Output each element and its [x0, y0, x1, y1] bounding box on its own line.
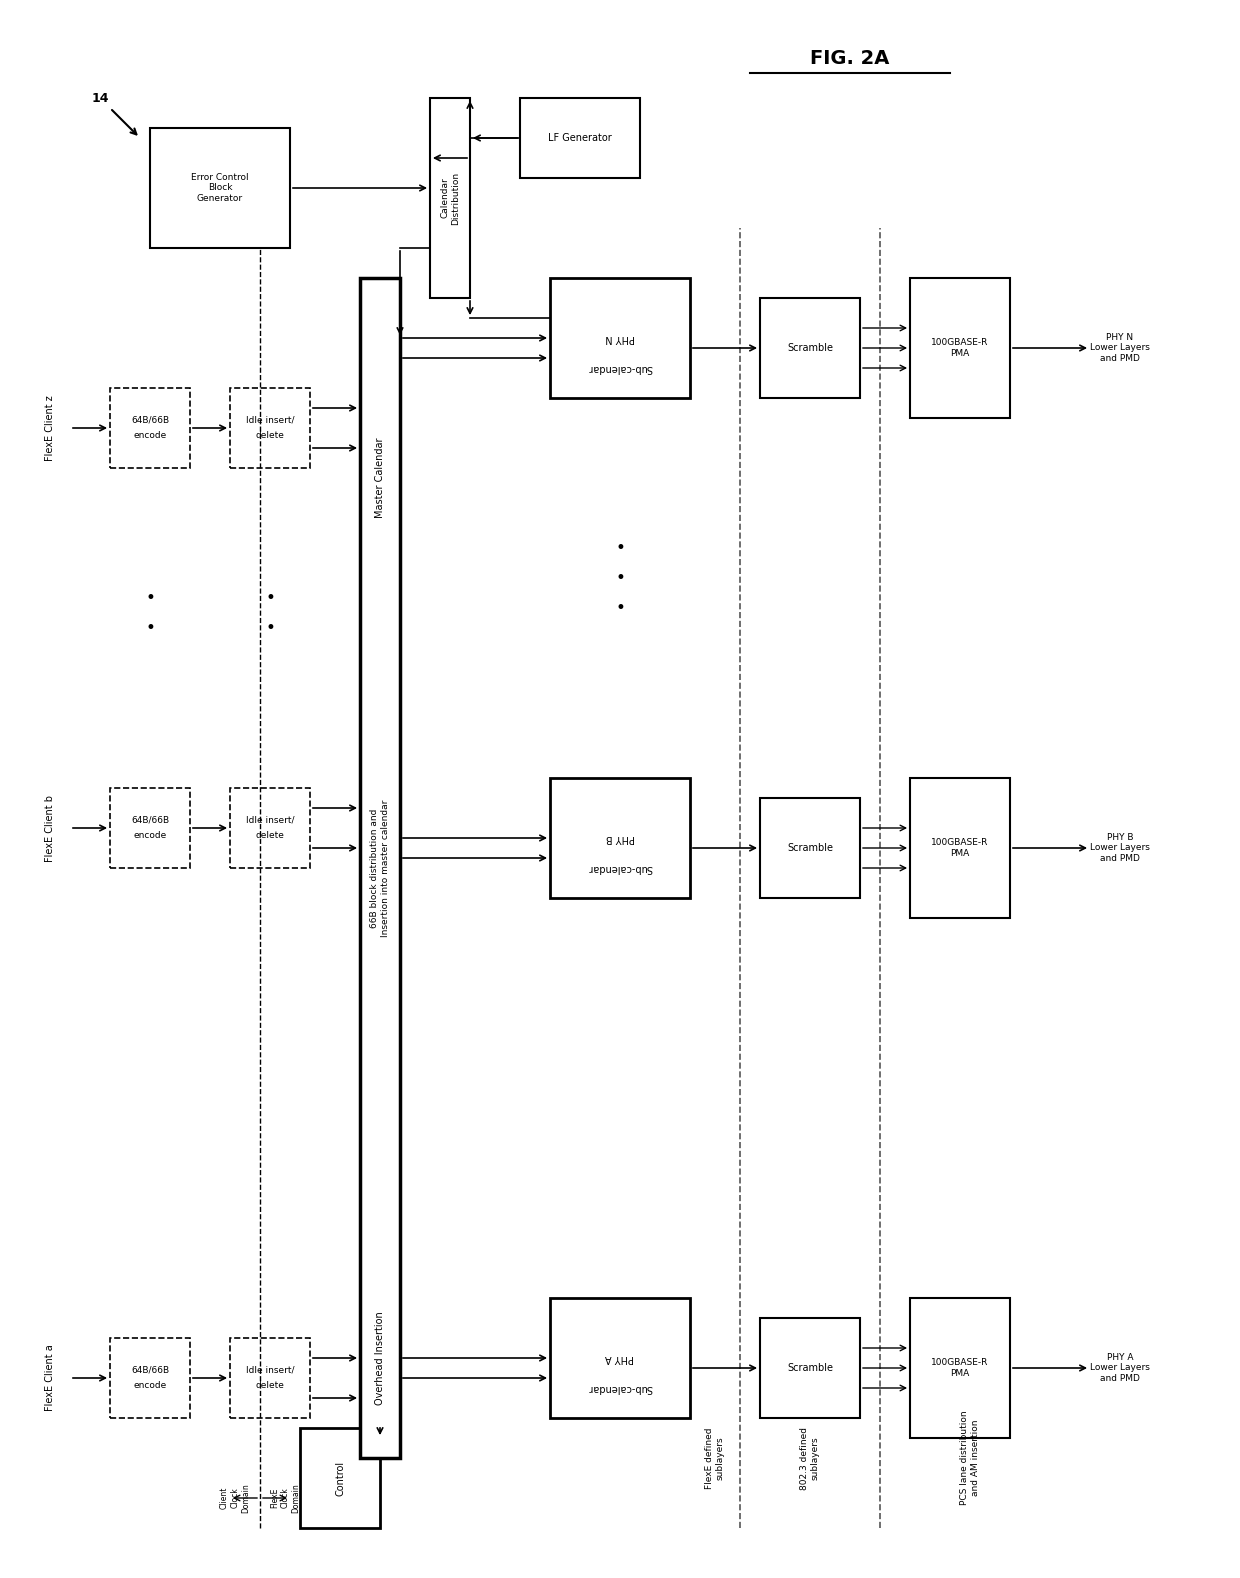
Text: Client
Clock
Domain: Client Clock Domain	[221, 1483, 250, 1513]
FancyBboxPatch shape	[229, 787, 310, 868]
Text: 66B block distribution and
Insertion into master calendar: 66B block distribution and Insertion int…	[371, 800, 389, 937]
Text: •: •	[615, 600, 625, 617]
FancyBboxPatch shape	[430, 98, 470, 298]
FancyBboxPatch shape	[760, 298, 861, 398]
Text: delete: delete	[255, 832, 284, 841]
FancyBboxPatch shape	[150, 128, 290, 248]
Text: 64B/66B: 64B/66B	[131, 1365, 169, 1374]
Text: Control: Control	[335, 1460, 345, 1496]
Text: FlexE defined
sublayers: FlexE defined sublayers	[706, 1427, 724, 1488]
Text: •: •	[145, 619, 155, 638]
FancyBboxPatch shape	[229, 388, 310, 469]
FancyBboxPatch shape	[360, 278, 401, 1458]
FancyBboxPatch shape	[520, 98, 640, 178]
Text: Overhead Insertion: Overhead Insertion	[374, 1311, 384, 1404]
Text: Sub-calendar: Sub-calendar	[588, 363, 652, 372]
Text: Scramble: Scramble	[787, 843, 833, 854]
Text: 100GBASE-R
PMA: 100GBASE-R PMA	[931, 338, 988, 358]
Text: LF Generator: LF Generator	[548, 133, 611, 144]
FancyBboxPatch shape	[910, 778, 1011, 918]
Text: Idle insert/: Idle insert/	[246, 415, 294, 424]
Text: Scramble: Scramble	[787, 1363, 833, 1373]
Text: Idle insert/: Idle insert/	[246, 816, 294, 824]
FancyBboxPatch shape	[300, 1428, 379, 1528]
Text: 100GBASE-R
PMA: 100GBASE-R PMA	[931, 1359, 988, 1378]
Text: •: •	[145, 589, 155, 608]
Text: Error Control
Block
Generator: Error Control Block Generator	[191, 174, 249, 204]
Text: PCS lane distribution
and AM insertion: PCS lane distribution and AM insertion	[960, 1411, 980, 1505]
Text: PHY N
Lower Layers
and PMD: PHY N Lower Layers and PMD	[1090, 333, 1149, 363]
FancyBboxPatch shape	[551, 1299, 689, 1419]
Text: PHY N: PHY N	[605, 333, 635, 342]
Text: FIG. 2A: FIG. 2A	[810, 49, 889, 68]
Text: •: •	[615, 570, 625, 587]
Text: Calendar
Distribution: Calendar Distribution	[440, 172, 460, 224]
Text: Master Calendar: Master Calendar	[374, 437, 384, 518]
Text: •: •	[265, 589, 275, 608]
FancyBboxPatch shape	[910, 278, 1011, 418]
FancyBboxPatch shape	[910, 1299, 1011, 1438]
FancyBboxPatch shape	[110, 388, 190, 469]
FancyBboxPatch shape	[110, 787, 190, 868]
Text: delete: delete	[255, 1381, 284, 1390]
Text: PHY B
Lower Layers
and PMD: PHY B Lower Layers and PMD	[1090, 833, 1149, 863]
Text: Sub-calendar: Sub-calendar	[588, 1382, 652, 1393]
Text: delete: delete	[255, 431, 284, 440]
Text: FlexE Client a: FlexE Client a	[45, 1344, 55, 1411]
Text: encode: encode	[134, 832, 166, 841]
Text: FlexE Client b: FlexE Client b	[45, 794, 55, 862]
Text: FlexE
Clock
Domain: FlexE Clock Domain	[270, 1483, 300, 1513]
Text: FlexE Client z: FlexE Client z	[45, 394, 55, 461]
FancyBboxPatch shape	[760, 798, 861, 898]
Text: Sub-calendar: Sub-calendar	[588, 863, 652, 873]
Text: 100GBASE-R
PMA: 100GBASE-R PMA	[931, 838, 988, 858]
Text: PHY B: PHY B	[605, 833, 635, 843]
Text: Scramble: Scramble	[787, 342, 833, 353]
Text: •: •	[265, 619, 275, 638]
FancyBboxPatch shape	[110, 1338, 190, 1419]
Text: PHY A: PHY A	[605, 1352, 635, 1363]
FancyBboxPatch shape	[551, 778, 689, 898]
Text: encode: encode	[134, 1381, 166, 1390]
Text: PHY A
Lower Layers
and PMD: PHY A Lower Layers and PMD	[1090, 1352, 1149, 1382]
Text: 64B/66B: 64B/66B	[131, 816, 169, 824]
FancyBboxPatch shape	[229, 1338, 310, 1419]
Text: 14: 14	[92, 92, 109, 104]
Text: encode: encode	[134, 431, 166, 440]
FancyBboxPatch shape	[760, 1318, 861, 1419]
Text: 802.3 defined
sublayers: 802.3 defined sublayers	[800, 1427, 820, 1490]
Text: Idle insert/: Idle insert/	[246, 1365, 294, 1374]
Text: •: •	[615, 540, 625, 557]
FancyBboxPatch shape	[551, 278, 689, 398]
Text: 64B/66B: 64B/66B	[131, 415, 169, 424]
